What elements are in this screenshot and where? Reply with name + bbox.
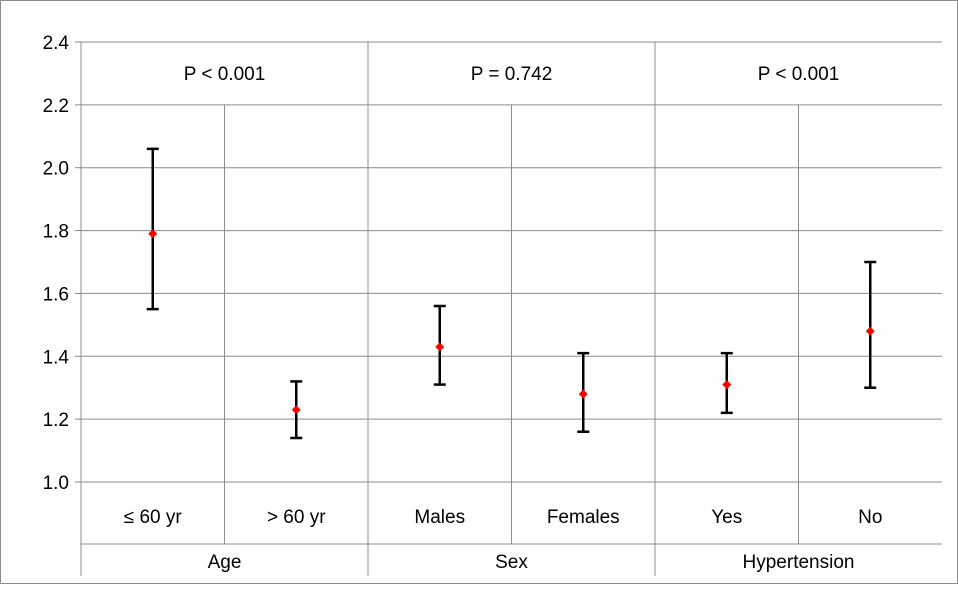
y-tick-label: 2.0: [43, 159, 69, 180]
y-tick-labels: 1.0 1.2 1.4 1.6 1.8 2.0 2.2 2.4: [43, 33, 70, 494]
group-labels: Age Sex Hypertension: [208, 552, 855, 573]
category-label: No: [858, 507, 882, 528]
category-labels: ≤ 60 yr > 60 yr Males Females Yes No: [124, 507, 883, 528]
mean-point: [435, 342, 445, 352]
y-tick-label: 2.4: [43, 33, 70, 54]
y-tick-label: 2.2: [43, 96, 69, 117]
mean-point: [148, 229, 158, 239]
p-value-labels: P < 0.001 P = 0.742 P < 0.001: [184, 64, 840, 85]
y-tick-label: 1.4: [43, 347, 70, 368]
category-label: Males: [414, 507, 465, 528]
p-value-label: P = 0.742: [471, 64, 553, 85]
axes: [75, 41, 942, 576]
gridlines: [81, 41, 942, 576]
mean-point: [865, 326, 875, 336]
p-value-label: P < 0.001: [184, 64, 266, 85]
y-tick-label: 1.8: [43, 222, 69, 243]
mean-points: [148, 229, 875, 415]
category-label: > 60 yr: [267, 507, 326, 528]
y-tick-label: 1.2: [43, 410, 69, 431]
mean-point: [722, 380, 732, 390]
category-label: Females: [547, 507, 620, 528]
group-label: Sex: [495, 552, 528, 573]
y-tick-label: 1.0: [43, 473, 69, 494]
mean-point: [291, 405, 301, 415]
group-label: Age: [208, 552, 242, 573]
group-label: Hypertension: [743, 552, 855, 573]
p-value-label: P < 0.001: [758, 64, 840, 85]
category-label: Yes: [711, 507, 742, 528]
y-tick-label: 1.6: [43, 284, 69, 305]
category-label: ≤ 60 yr: [124, 507, 183, 528]
mean-point: [578, 389, 588, 399]
